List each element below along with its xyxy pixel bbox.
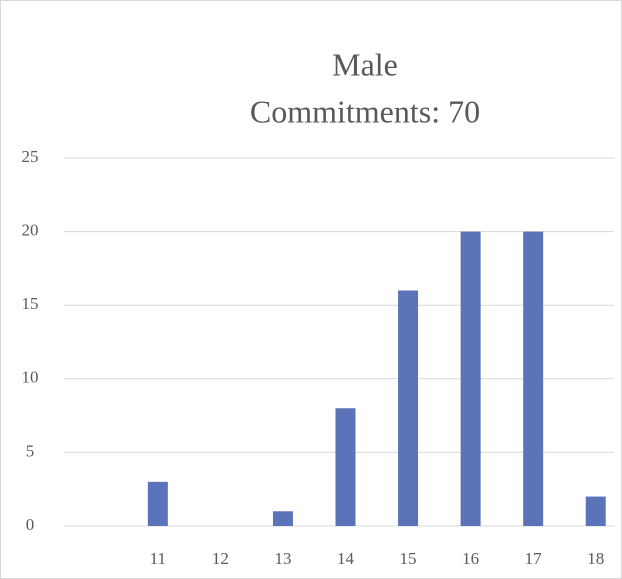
y-tick-label: 10 <box>22 368 39 387</box>
bar <box>398 290 419 526</box>
x-tick-label: 13 <box>274 549 291 568</box>
x-tick-label: 12 <box>212 549 229 568</box>
y-tick-label: 25 <box>22 147 39 166</box>
x-tick-label: 16 <box>462 549 479 568</box>
bar <box>272 511 293 526</box>
bar <box>460 231 481 526</box>
chart-title: Male <box>332 46 398 82</box>
x-tick-label: 17 <box>525 549 543 568</box>
bar <box>585 496 606 526</box>
bar <box>523 231 544 526</box>
x-tick-label: 15 <box>400 549 417 568</box>
y-tick-label: 0 <box>26 515 35 534</box>
chart-subtitle: Commitments: 70 <box>250 93 480 129</box>
x-tick-label: 18 <box>587 549 604 568</box>
y-tick-label: 20 <box>22 221 39 240</box>
y-tick-label: 5 <box>26 441 35 460</box>
y-tick-label: 15 <box>22 294 39 313</box>
x-tick-label: 14 <box>337 549 355 568</box>
x-tick-label: 11 <box>150 549 166 568</box>
bar <box>335 408 356 526</box>
bar <box>147 481 168 526</box>
